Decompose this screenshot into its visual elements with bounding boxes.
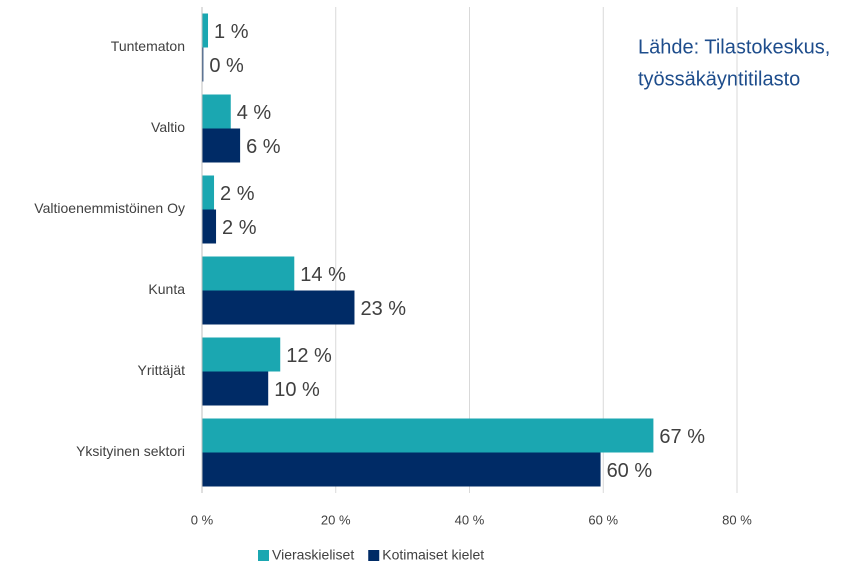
value-label: 4 % <box>237 102 272 124</box>
x-tick-label: 40 % <box>455 512 485 527</box>
bar <box>202 371 269 406</box>
value-label: 10 % <box>274 379 320 401</box>
bar <box>202 47 204 82</box>
legend-swatch <box>258 550 269 561</box>
x-tick-label: 80 % <box>722 512 752 527</box>
bar <box>202 94 231 129</box>
y-tick-label: Yksityinen sektori <box>76 443 185 459</box>
bar <box>202 13 209 48</box>
value-label: 6 % <box>246 136 281 158</box>
bar <box>202 452 601 487</box>
value-label: 2 % <box>222 217 257 239</box>
bar <box>202 175 215 210</box>
legend-label: Vieraskieliset <box>272 547 354 563</box>
annotation: Lähde: Tilastokeskus, <box>638 36 830 58</box>
value-label: 60 % <box>607 460 653 482</box>
value-label: 67 % <box>659 426 705 448</box>
annotation: työssäkäyntitilasto <box>638 68 800 90</box>
y-tick-label: Kunta <box>148 281 185 297</box>
value-label: 14 % <box>300 264 346 286</box>
y-tick-label: Valtioenemmistöinen Oy <box>34 200 185 216</box>
value-label: 2 % <box>220 183 255 205</box>
x-tick-label: 20 % <box>321 512 351 527</box>
x-tick-label: 0 % <box>191 512 214 527</box>
legend-label: Kotimaiset kielet <box>382 547 484 563</box>
value-label: 12 % <box>286 345 332 367</box>
bar <box>202 418 654 453</box>
bar <box>202 290 355 325</box>
bar <box>202 337 281 372</box>
bar <box>202 128 241 163</box>
y-tick-label: Tuntematon <box>111 38 185 54</box>
value-label: 1 % <box>214 21 249 43</box>
x-tick-label: 60 % <box>588 512 618 527</box>
y-tick-label: Yrittäjät <box>138 362 186 378</box>
value-label: 23 % <box>360 298 406 320</box>
bar <box>202 256 295 291</box>
value-label: 0 % <box>209 55 244 77</box>
bar <box>202 209 217 244</box>
legend-swatch <box>368 550 380 561</box>
y-tick-label: Valtio <box>151 119 185 135</box>
